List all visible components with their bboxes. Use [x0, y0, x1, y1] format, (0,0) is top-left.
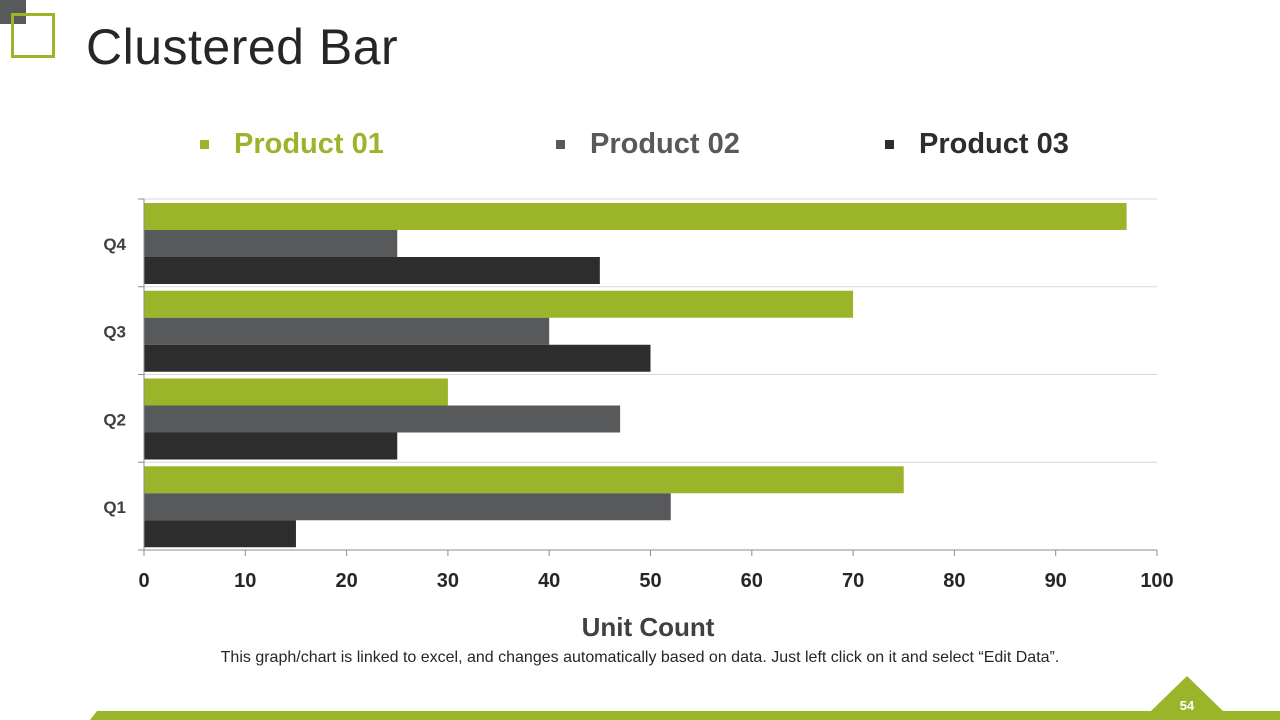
- clustered-bar-chart: 0 10 20 30 40 50 60 70 80 90 100 Q1 Q2 Q3 Q4 Unit Cou…: [103, 198, 1174, 640]
- bar-product-02-q3: [144, 317, 550, 345]
- bar-product-01-q2: [144, 378, 448, 406]
- category-label-q2: Q2: [103, 410, 126, 429]
- bar-product-02-q2: [144, 405, 621, 433]
- x-tick-label-90: 90: [1045, 570, 1067, 592]
- footnote: This graph/chart is linked to excel, and…: [220, 649, 1060, 666]
- x-tick-label-50: 50: [639, 570, 661, 592]
- x-tick-label-60: 60: [741, 570, 763, 592]
- x-tick-label-100: 100: [1140, 570, 1173, 592]
- chart-bars: [144, 203, 1127, 548]
- bar-product-03-q2: [144, 432, 398, 460]
- legend-label: Product 02: [590, 128, 740, 160]
- bar-product-03-q1: [144, 520, 296, 548]
- bar-product-02-q4: [144, 230, 398, 257]
- chart-legend: Product 01 Product 02 Product 03: [0, 128, 1280, 168]
- x-tick-label-40: 40: [538, 570, 560, 592]
- x-tick-label-30: 30: [437, 570, 459, 592]
- bar-product-02-q1: [144, 493, 671, 521]
- category-label-q3: Q3: [103, 323, 126, 342]
- bar-product-03-q3: [144, 344, 651, 372]
- x-tick-label-70: 70: [842, 570, 864, 592]
- legend-label: Product 01: [234, 128, 384, 160]
- page-number: 54: [1179, 698, 1195, 713]
- x-axis-label: Unit Count: [582, 612, 715, 640]
- legend-label: Product 03: [919, 128, 1069, 160]
- chart-tick-labels: 0 10 20 30 40 50 60 70 80 90 100: [138, 570, 1173, 592]
- legend-swatch-icon: [556, 140, 565, 149]
- footer-green-stripe: [90, 711, 1280, 720]
- bar-product-01-q4: [144, 203, 1127, 230]
- legend-item-product-01: Product 01: [200, 128, 384, 161]
- legend-item-product-02: Product 02: [556, 128, 740, 161]
- category-label-q4: Q4: [103, 235, 126, 254]
- x-tick-label-10: 10: [234, 570, 256, 592]
- x-tick-label-0: 0: [138, 570, 149, 592]
- x-tick-label-80: 80: [943, 570, 965, 592]
- legend-swatch-icon: [200, 140, 209, 149]
- bar-product-01-q3: [144, 290, 854, 318]
- slide-title: Clustered Bar: [86, 19, 399, 75]
- chart-axes: [138, 198, 1158, 556]
- legend-item-product-03: Product 03: [885, 128, 1069, 161]
- chart-gridlines: [144, 198, 1157, 463]
- corner-green-outline-square: [11, 13, 55, 58]
- x-tick-label-20: 20: [335, 570, 357, 592]
- bar-product-03-q4: [144, 257, 600, 284]
- chart-category-labels: Q1 Q2 Q3 Q4: [103, 235, 126, 517]
- bar-product-01-q1: [144, 466, 904, 494]
- legend-swatch-icon: [885, 140, 894, 149]
- category-label-q1: Q1: [103, 498, 126, 517]
